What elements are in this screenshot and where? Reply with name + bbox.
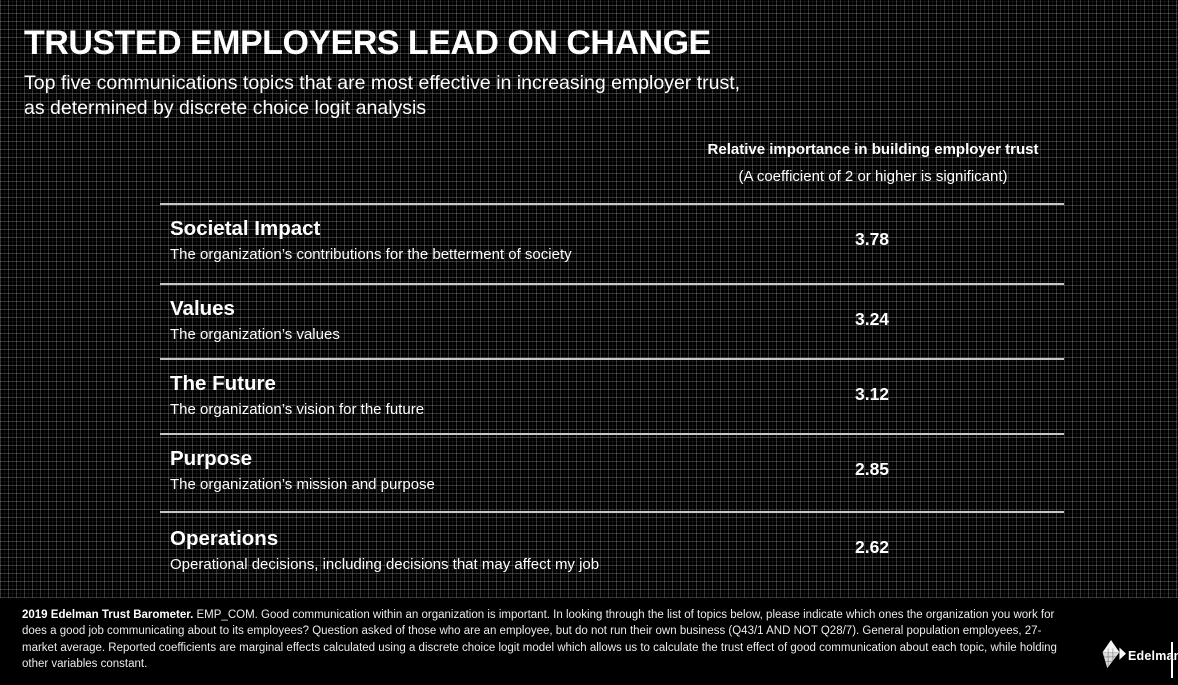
topic-description: The organization’s mission and purpose — [170, 475, 435, 493]
subtitle-line-1: Top five communications topics that are … — [24, 72, 741, 94]
topic-description: The organization’s vision for the future — [170, 400, 425, 418]
coefficient-value: 3.12 — [854, 384, 890, 404]
source-note-text: EMP_COM. Good communication within an or… — [22, 609, 1057, 671]
subtitle: Top five communications topics that are … — [24, 71, 740, 121]
value-column-header-label: Relative importance in building employer… — [707, 141, 1039, 158]
logo-end-bar — [1171, 642, 1173, 678]
footer: 2019 Edelman Trust Barometer. EMP_COM. G… — [0, 598, 1178, 685]
table-row: Purpose The organization’s mission and p… — [160, 433, 1064, 511]
edelman-logo: Edelman — [1096, 637, 1178, 679]
topic-label: Purpose — [170, 447, 253, 470]
value-column-header: Relative importance in building employer… — [660, 141, 1086, 185]
topic-label: Operations — [170, 527, 279, 550]
table-row: Societal Impact The organization’s contr… — [160, 203, 1064, 283]
topic-label: Societal Impact — [170, 217, 321, 240]
topic-label: The Future — [170, 372, 276, 395]
table-row: Operations Operational decisions, includ… — [160, 511, 1064, 598]
source-note: 2019 Edelman Trust Barometer. EMP_COM. G… — [22, 607, 1066, 673]
table-row: The Future The organization’s vision for… — [160, 358, 1064, 433]
coefficient-value: 3.24 — [854, 309, 890, 329]
coefficient-value: 2.62 — [854, 537, 890, 557]
topic-description: The organization’s contributions for the… — [170, 245, 572, 263]
grid-background — [0, 0, 1178, 598]
table-row: Values The organization’s values 3.24 — [160, 283, 1064, 358]
edelman-arrow-icon — [1096, 639, 1126, 676]
coefficient-value: 3.78 — [854, 229, 890, 249]
coefficient-value: 2.85 — [854, 459, 890, 479]
edelman-logo-text: Edelman — [1128, 649, 1178, 663]
page-title: TRUSTED EMPLOYERS LEAD ON CHANGE — [24, 24, 711, 62]
source-note-bold: 2019 Edelman Trust Barometer. — [22, 609, 194, 621]
subtitle-line-2: as determined by discrete choice logit a… — [24, 97, 427, 119]
topic-label: Values — [170, 297, 235, 320]
value-column-header-note: (A coefficient of 2 or higher is signifi… — [738, 168, 1008, 185]
topic-description: Operational decisions, including decisio… — [170, 555, 600, 573]
topic-description: The organization’s values — [170, 325, 340, 343]
